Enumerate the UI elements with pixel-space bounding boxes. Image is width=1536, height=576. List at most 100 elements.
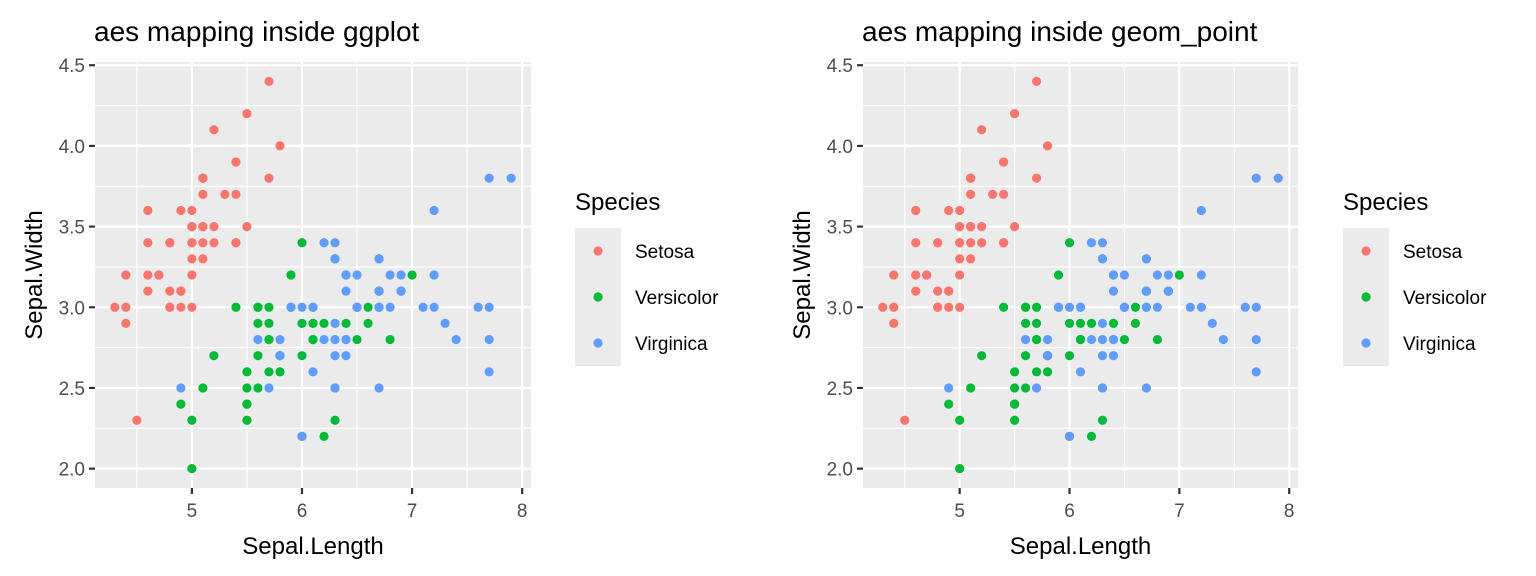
data-point [198, 189, 208, 199]
data-point [889, 318, 899, 329]
x-tick-label: 7 [407, 501, 418, 522]
data-point [275, 334, 285, 345]
data-point [955, 205, 965, 216]
y-tick-label: 3.5 [827, 218, 853, 239]
chart-title: aes mapping inside geom_point [862, 16, 1258, 47]
data-point [165, 286, 175, 296]
data-point [121, 270, 131, 280]
data-point [319, 318, 329, 329]
legend-key-setosa [1361, 246, 1371, 256]
legend: Species Setosa Versicolor Virginica [575, 189, 719, 366]
data-point [429, 302, 439, 312]
data-point [429, 270, 439, 280]
data-point [330, 318, 340, 329]
data-point [341, 270, 351, 280]
data-point [1273, 173, 1283, 183]
x-tick-label: 5 [954, 501, 965, 522]
x-tick-label: 5 [187, 501, 198, 522]
data-point [176, 286, 186, 296]
data-point [319, 334, 329, 345]
data-point [955, 415, 965, 425]
data-point [209, 221, 219, 232]
data-point [407, 270, 417, 280]
data-point [341, 334, 351, 345]
data-point [1108, 334, 1119, 345]
data-point [933, 286, 943, 296]
data-point [1097, 383, 1108, 393]
data-point [1097, 415, 1108, 425]
data-point [308, 367, 318, 377]
data-point [484, 302, 494, 312]
data-point [429, 205, 439, 216]
data-point [1174, 270, 1184, 280]
data-point [1163, 286, 1173, 296]
data-point [1064, 238, 1075, 248]
data-point [966, 173, 976, 183]
data-point [484, 334, 494, 345]
data-point [319, 431, 329, 441]
y-tick-label: 4.5 [59, 56, 85, 77]
data-point [484, 173, 494, 183]
data-point [253, 318, 263, 329]
legend-label: Versicolor [635, 288, 719, 309]
data-point [1075, 367, 1086, 377]
data-point [330, 351, 340, 361]
data-point [275, 367, 285, 377]
x-axis-title: Sepal.Length [1010, 533, 1151, 560]
data-point [330, 334, 340, 345]
data-point [1053, 270, 1064, 280]
plot-background [95, 62, 531, 488]
data-point [1163, 270, 1173, 280]
legend-label: Virginica [1403, 334, 1476, 355]
data-point [1075, 334, 1086, 345]
data-point [297, 351, 307, 361]
data-point [1020, 383, 1031, 393]
data-point [341, 351, 351, 361]
data-point [264, 173, 274, 183]
data-point [1251, 367, 1261, 377]
data-point [297, 302, 307, 312]
data-point [253, 302, 263, 312]
data-point [341, 286, 351, 296]
data-point [1097, 318, 1108, 329]
data-point [176, 302, 186, 312]
data-point [1031, 302, 1042, 312]
x-tick-label: 6 [297, 501, 308, 522]
data-point [1130, 318, 1141, 329]
data-point [121, 302, 131, 312]
data-point [363, 302, 373, 312]
data-point [198, 238, 208, 248]
data-point [944, 399, 954, 409]
data-point [165, 238, 175, 248]
y-tick-label: 2.5 [827, 379, 853, 400]
data-point [242, 221, 252, 232]
data-point [1251, 302, 1261, 312]
data-point [1031, 173, 1042, 183]
data-point [1020, 334, 1031, 345]
data-point [253, 383, 263, 393]
data-point [220, 189, 230, 199]
data-point [1042, 351, 1053, 361]
data-point [187, 205, 197, 216]
data-point [911, 286, 921, 296]
data-point [922, 270, 932, 280]
data-point [231, 238, 241, 248]
data-point [977, 351, 987, 361]
data-point [198, 221, 208, 232]
data-point [473, 302, 483, 312]
data-point [1097, 238, 1108, 248]
data-point [955, 221, 965, 232]
data-point [1042, 141, 1053, 151]
data-point [1108, 270, 1119, 280]
data-point [944, 302, 954, 312]
data-point [374, 383, 384, 393]
data-point [143, 270, 153, 280]
data-point [1009, 367, 1020, 377]
data-point [187, 254, 197, 264]
data-point [1031, 367, 1042, 377]
data-point [187, 302, 197, 312]
data-point [944, 383, 954, 393]
data-point [1086, 238, 1097, 248]
legend-title: Species [1343, 189, 1428, 216]
